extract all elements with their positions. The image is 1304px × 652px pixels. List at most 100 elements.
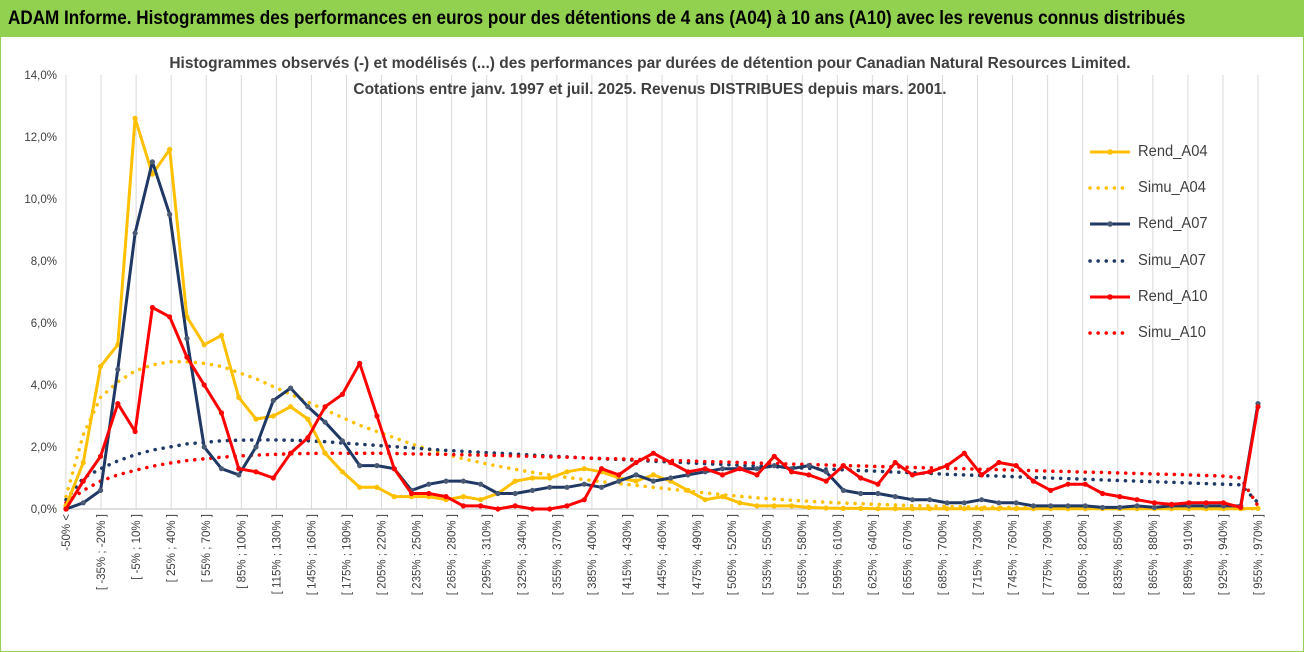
- data-point-rend-a04: [184, 314, 190, 320]
- y-tick-label: 6,0%: [31, 318, 57, 330]
- x-tick-label: [ 835% ; 850% ]: [1113, 514, 1125, 595]
- data-point-rend-a04: [961, 506, 967, 512]
- data-point-rend-a10: [598, 466, 605, 472]
- chart-legend: Rend_A04 Simu_A04 Rend_A07 Simu_A07 Rend_A10…: [1088, 134, 1288, 351]
- data-point-rend-a07: [633, 472, 639, 478]
- data-point-rend-a10: [374, 413, 380, 419]
- legend-swatch: [1090, 149, 1130, 155]
- data-point-rend-a04: [357, 484, 363, 490]
- data-point-rend-a10: [1013, 463, 1019, 469]
- data-point-rend-a10: [702, 466, 708, 472]
- data-point-rend-a07: [1099, 504, 1106, 511]
- data-point-rend-a04: [996, 506, 1002, 512]
- data-point-rend-a10: [201, 382, 207, 388]
- data-point-rend-a10: [581, 497, 587, 503]
- data-point-rend-a07: [253, 444, 259, 450]
- data-point-rend-a04: [339, 469, 346, 475]
- y-tick-label: 2,0%: [31, 442, 57, 454]
- data-point-rend-a07: [823, 469, 829, 475]
- y-tick-label: 4,0%: [31, 380, 57, 392]
- data-point-rend-a07: [1134, 503, 1140, 509]
- data-point-rend-a10: [788, 469, 795, 475]
- series-line-rend-a04: [64, 116, 1259, 511]
- data-point-rend-a07: [218, 466, 225, 472]
- data-point-rend-a07: [201, 444, 207, 450]
- data-point-rend-a10: [236, 466, 242, 472]
- x-axis: -50% < [ -35% ; -20% ] [ -5% ; 10% ] [ 25% …: [61, 514, 1265, 595]
- data-point-rend-a04: [1255, 505, 1261, 511]
- data-point-rend-a10: [512, 503, 518, 509]
- x-tick-label: [ 115% ; 130% ]: [271, 514, 283, 594]
- data-point-rend-a04: [167, 146, 173, 152]
- data-point-rend-a07: [529, 487, 536, 493]
- data-point-rend-a07: [97, 487, 104, 493]
- data-point-rend-a04: [132, 115, 138, 121]
- data-point-rend-a07: [547, 484, 553, 490]
- x-tick-label: [ 775% ; 790% ]: [1043, 514, 1055, 595]
- data-point-rend-a10: [132, 428, 138, 435]
- data-point-rend-a07: [1117, 504, 1123, 511]
- data-point-rend-a04: [754, 503, 760, 509]
- data-point-rend-a07: [495, 490, 501, 497]
- data-point-rend-a07: [80, 500, 86, 506]
- data-point-rend-a10: [167, 314, 173, 320]
- data-point-rend-a07: [616, 478, 622, 484]
- legend-label: Simu_A04: [1138, 179, 1206, 197]
- data-point-rend-a07: [236, 472, 242, 478]
- data-point-rend-a04: [788, 503, 795, 509]
- data-point-rend-a10: [978, 472, 985, 478]
- data-point-rend-a04: [201, 342, 207, 348]
- data-point-rend-a10: [1255, 404, 1261, 410]
- data-point-rend-a04: [978, 506, 985, 512]
- x-tick-label: [ 205% ; 220% ]: [377, 514, 389, 595]
- x-tick-label: [ 505% ; 520% ]: [727, 514, 739, 595]
- data-point-rend-a07: [806, 463, 812, 469]
- x-tick-label: [ 895% ; 910% ]: [1183, 514, 1195, 595]
- data-point-rend-a10: [771, 453, 777, 459]
- report-header: ADAM Informe. Histogrammes des performan…: [0, 0, 1304, 37]
- data-point-rend-a10: [97, 453, 104, 459]
- data-point-rend-a10: [1169, 501, 1175, 507]
- data-point-rend-a04: [270, 413, 276, 419]
- data-point-rend-a04: [719, 494, 726, 500]
- data-point-rend-a07: [719, 466, 726, 472]
- data-point-rend-a10: [737, 466, 743, 472]
- data-point-rend-a04: [771, 503, 777, 509]
- legend-label: Simu_A10: [1138, 324, 1206, 342]
- legend-label: Rend_A07: [1138, 215, 1208, 233]
- y-tick-label: 12,0%: [24, 132, 57, 144]
- data-point-rend-a10: [633, 459, 639, 466]
- data-point-rend-a04: [685, 487, 691, 493]
- data-point-rend-a10: [1065, 481, 1071, 487]
- data-point-rend-a04: [512, 478, 518, 484]
- data-point-rend-a10: [650, 450, 656, 456]
- y-tick-label: 0,0%: [31, 504, 57, 516]
- y-axis: 0,0% 2,0% 4,0% 6,0% 8,0% 10,0% 12,0% 14,0%: [24, 70, 57, 516]
- data-point-rend-a04: [944, 506, 950, 512]
- data-point-rend-a07: [287, 385, 294, 391]
- data-point-rend-a07: [598, 484, 605, 490]
- x-tick-label: [ 355% ; 370% ]: [552, 514, 564, 595]
- x-tick-label: [ 55% ; 70% ]: [201, 514, 213, 582]
- series-lines: [63, 115, 1261, 512]
- data-point-rend-a10: [1030, 478, 1037, 484]
- legend-swatch: [1088, 186, 1132, 191]
- data-point-rend-a10: [1117, 494, 1123, 500]
- data-point-rend-a07: [443, 478, 449, 484]
- x-tick-label: [ 865% ; 880% ]: [1148, 514, 1160, 595]
- data-point-rend-a07: [149, 159, 155, 165]
- x-tick-label: [ 385% ; 400% ]: [587, 514, 599, 595]
- data-point-rend-a07: [184, 335, 190, 342]
- data-point-rend-a10: [892, 459, 898, 466]
- data-point-rend-a10: [823, 478, 829, 484]
- data-point-rend-a10: [287, 450, 294, 456]
- data-point-rend-a04: [564, 469, 570, 475]
- data-point-rend-a10: [806, 472, 812, 478]
- data-point-rend-a10: [754, 472, 760, 478]
- x-tick-label: [ -5% ; 10% ]: [131, 514, 143, 580]
- x-tick-label: -50% <: [61, 514, 73, 551]
- data-point-rend-a07: [1030, 503, 1037, 509]
- data-point-rend-a10: [1203, 500, 1209, 506]
- data-point-rend-a04: [927, 506, 933, 512]
- data-point-rend-a07: [460, 478, 466, 484]
